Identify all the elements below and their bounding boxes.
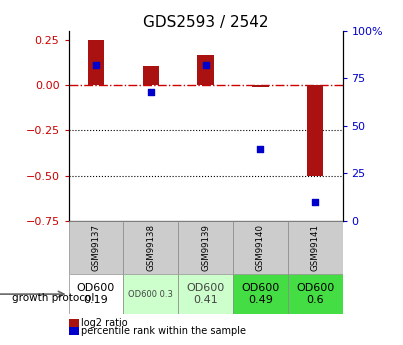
Title: GDS2593 / 2542: GDS2593 / 2542 [143, 15, 268, 30]
Text: GSM99140: GSM99140 [256, 224, 265, 271]
Text: GSM99139: GSM99139 [201, 224, 210, 271]
Bar [88, 40, 104, 85]
FancyBboxPatch shape [69, 221, 123, 274]
FancyBboxPatch shape [233, 221, 288, 274]
Text: OD600
0.41: OD600 0.41 [187, 283, 224, 305]
Text: GSM99138: GSM99138 [146, 224, 155, 271]
FancyBboxPatch shape [178, 274, 233, 314]
FancyBboxPatch shape [123, 221, 178, 274]
Bar [307, 85, 323, 176]
Text: OD600
0.49: OD600 0.49 [241, 283, 279, 305]
FancyBboxPatch shape [123, 274, 178, 314]
Text: OD600
0.6: OD600 0.6 [296, 283, 334, 305]
Bar [143, 66, 159, 85]
Bar [197, 56, 214, 85]
Point [147, 89, 154, 95]
FancyBboxPatch shape [69, 274, 123, 314]
Point [312, 199, 318, 205]
FancyBboxPatch shape [233, 274, 288, 314]
Text: OD600 0.3: OD600 0.3 [128, 289, 173, 299]
Point [257, 146, 264, 151]
Text: GSM99137: GSM99137 [91, 224, 100, 271]
Bar [252, 85, 268, 87]
FancyBboxPatch shape [288, 221, 343, 274]
Point [93, 62, 99, 68]
Text: log2 ratio: log2 ratio [81, 318, 128, 328]
Text: GSM99141: GSM99141 [311, 224, 320, 271]
Point [202, 62, 209, 68]
Text: growth protocol: growth protocol [12, 294, 94, 303]
Text: percentile rank within the sample: percentile rank within the sample [81, 326, 246, 336]
FancyBboxPatch shape [288, 274, 343, 314]
FancyBboxPatch shape [178, 221, 233, 274]
Text: OD600
0.19: OD600 0.19 [77, 283, 115, 305]
